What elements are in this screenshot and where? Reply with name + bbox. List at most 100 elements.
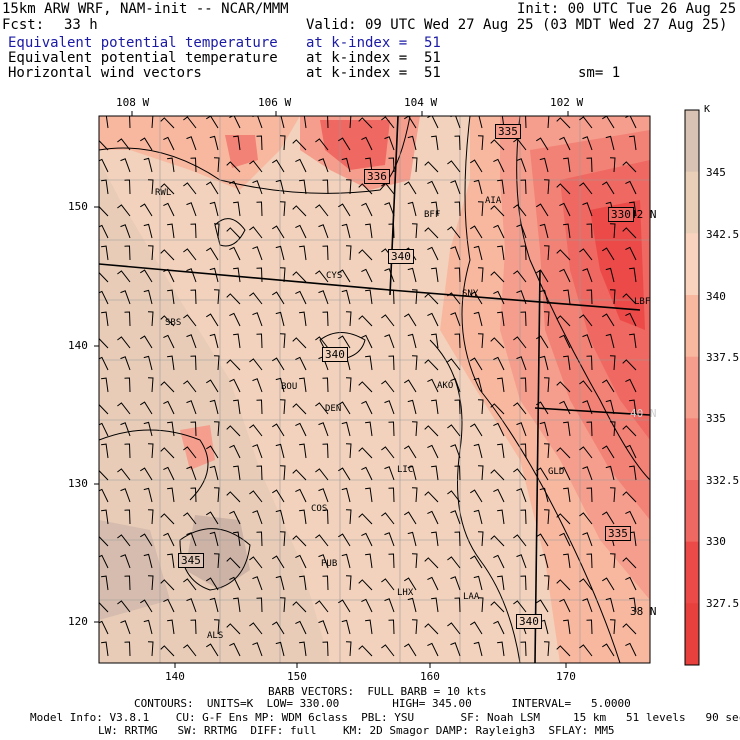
wind-barb xyxy=(233,333,241,349)
wind-barb xyxy=(404,181,417,195)
wind-barb xyxy=(629,333,637,349)
wind-barb xyxy=(275,116,285,129)
wind-barb xyxy=(206,181,219,195)
wind-barb xyxy=(490,469,505,481)
wind-barb xyxy=(315,468,329,481)
wind-barb xyxy=(147,575,154,591)
field-2-level: at k-index = 51 xyxy=(306,50,441,66)
wind-barb xyxy=(559,466,571,481)
wind-barb xyxy=(101,377,109,393)
station-label: LIC xyxy=(397,465,414,475)
wind-barb xyxy=(226,359,241,371)
wind-barb xyxy=(275,443,285,459)
wind-barb xyxy=(579,512,593,525)
wind-barb xyxy=(447,358,461,371)
wind-barb xyxy=(249,292,263,305)
wind-barb xyxy=(361,334,373,349)
wind-barb xyxy=(470,357,483,371)
wind-barb xyxy=(183,116,197,129)
wind-barb xyxy=(117,336,131,349)
station-label: SNY xyxy=(462,289,479,299)
wind-barb xyxy=(183,512,197,525)
wind-barb xyxy=(213,619,220,635)
wind-barb xyxy=(209,267,219,283)
wind-barb xyxy=(384,400,395,415)
wind-barb xyxy=(609,157,616,173)
wind-barb xyxy=(318,488,329,503)
wind-barb xyxy=(490,139,505,151)
wind-barb xyxy=(586,157,593,173)
wind-barb xyxy=(341,289,351,305)
wind-barb xyxy=(120,290,131,305)
wind-barb xyxy=(338,401,351,415)
left-tick-140: 140 xyxy=(68,339,88,352)
wind-barb xyxy=(99,337,109,349)
wind-barb xyxy=(520,509,527,525)
station-label: SBS xyxy=(165,318,182,328)
wind-barb xyxy=(384,532,395,547)
wind-barb xyxy=(563,157,571,173)
wind-barb xyxy=(384,598,395,613)
wind-barb xyxy=(361,532,373,547)
wind-barb xyxy=(497,311,505,327)
wind-barb xyxy=(411,289,418,305)
wind-barb xyxy=(249,226,263,239)
colorbar-swatch xyxy=(685,480,699,543)
wind-barb xyxy=(117,270,131,283)
contour-label: 335 xyxy=(605,526,631,541)
wind-barb xyxy=(272,225,285,239)
wind-barb xyxy=(625,116,637,129)
wind-barb xyxy=(186,334,197,349)
wind-barb xyxy=(622,161,637,173)
wind-barb xyxy=(602,313,615,327)
wind-barb xyxy=(477,465,484,481)
wind-barb xyxy=(579,314,593,327)
wind-barb xyxy=(579,182,593,195)
wind-barb xyxy=(117,600,131,613)
wind-barb xyxy=(556,579,571,591)
wind-barb xyxy=(99,271,109,283)
wind-barb xyxy=(315,270,329,283)
wind-barb xyxy=(186,532,197,547)
colorbar-label: 332.5 xyxy=(706,474,740,487)
wind-barb xyxy=(404,577,417,591)
wind-barb xyxy=(186,400,197,415)
wind-barb xyxy=(388,553,395,569)
wind-barb xyxy=(513,600,527,613)
wind-barb xyxy=(493,158,505,173)
wind-barb xyxy=(629,597,637,613)
wind-barb xyxy=(520,641,527,657)
wind-barb xyxy=(447,226,461,239)
colorbar-swatch xyxy=(685,110,699,173)
wind-barb xyxy=(117,402,131,415)
wind-barb xyxy=(147,377,154,393)
wind-barb xyxy=(450,312,461,327)
wind-barb xyxy=(513,336,527,349)
wind-barb xyxy=(117,204,131,217)
wind-barb xyxy=(424,359,439,371)
wind-barb xyxy=(609,223,616,239)
wind-barb xyxy=(388,157,395,173)
wind-barb xyxy=(388,421,395,437)
wind-barb xyxy=(427,246,439,261)
wind-barb xyxy=(167,619,175,635)
wind-barb xyxy=(520,245,527,261)
wind-barb xyxy=(338,203,351,217)
wind-barb xyxy=(186,268,197,283)
wind-barb xyxy=(183,446,197,459)
wind-barb xyxy=(411,421,418,437)
wind-barb xyxy=(147,311,154,327)
wind-barb xyxy=(345,509,352,525)
valid-time: Valid: 09 UTC Wed 27 Aug 25 (03 MDT Wed … xyxy=(306,17,728,33)
wind-barb xyxy=(101,443,109,459)
wind-barb xyxy=(473,245,483,261)
wind-barb xyxy=(226,623,241,635)
wind-barb xyxy=(586,487,593,503)
wind-barb xyxy=(151,116,154,129)
wind-barb xyxy=(559,202,571,217)
wind-barb xyxy=(206,247,219,261)
wind-barb xyxy=(275,311,285,327)
wind-barb xyxy=(602,379,615,393)
wind-barb xyxy=(493,488,505,503)
wind-barb xyxy=(99,205,109,217)
